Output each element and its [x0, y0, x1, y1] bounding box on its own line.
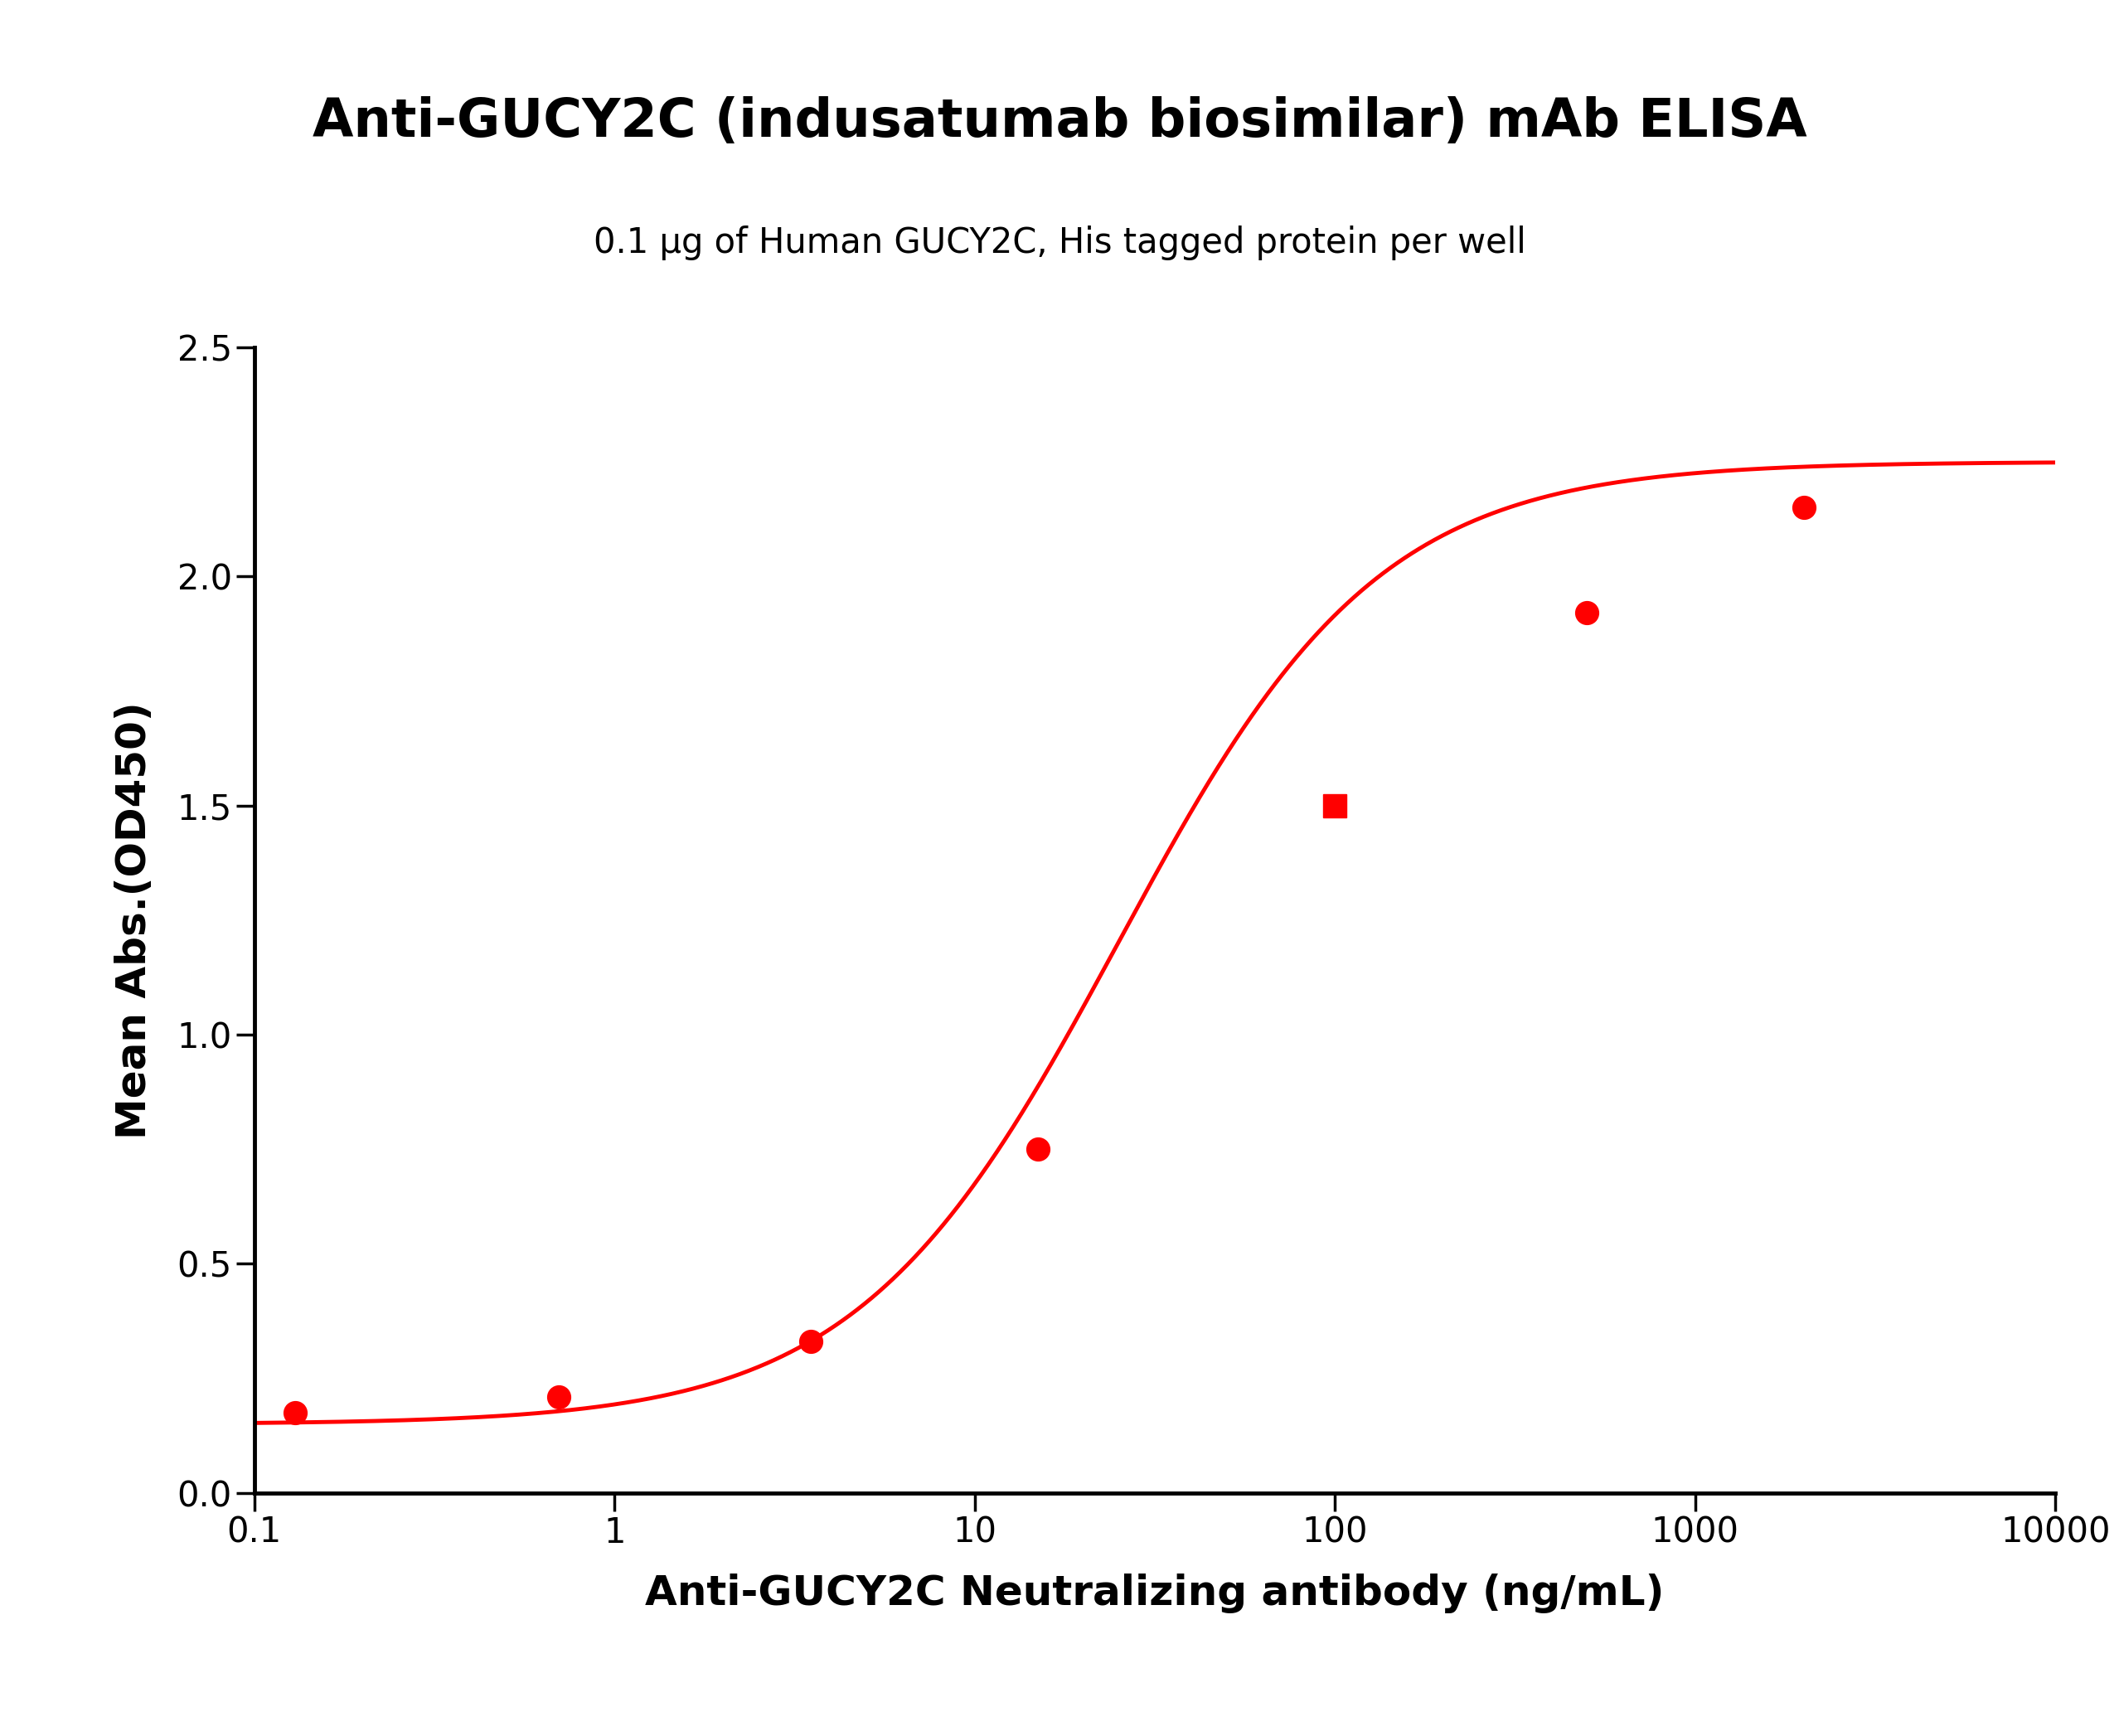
X-axis label: Anti-GUCY2C Neutralizing antibody (ng/mL): Anti-GUCY2C Neutralizing antibody (ng/mL…: [646, 1573, 1663, 1613]
Text: Anti-GUCY2C (indusatumab biosimilar) mAb ELISA: Anti-GUCY2C (indusatumab biosimilar) mAb…: [311, 95, 1808, 148]
Y-axis label: Mean Abs.(OD450): Mean Abs.(OD450): [114, 701, 155, 1139]
Text: 0.1 μg of Human GUCY2C, His tagged protein per well: 0.1 μg of Human GUCY2C, His tagged prote…: [593, 226, 1526, 260]
